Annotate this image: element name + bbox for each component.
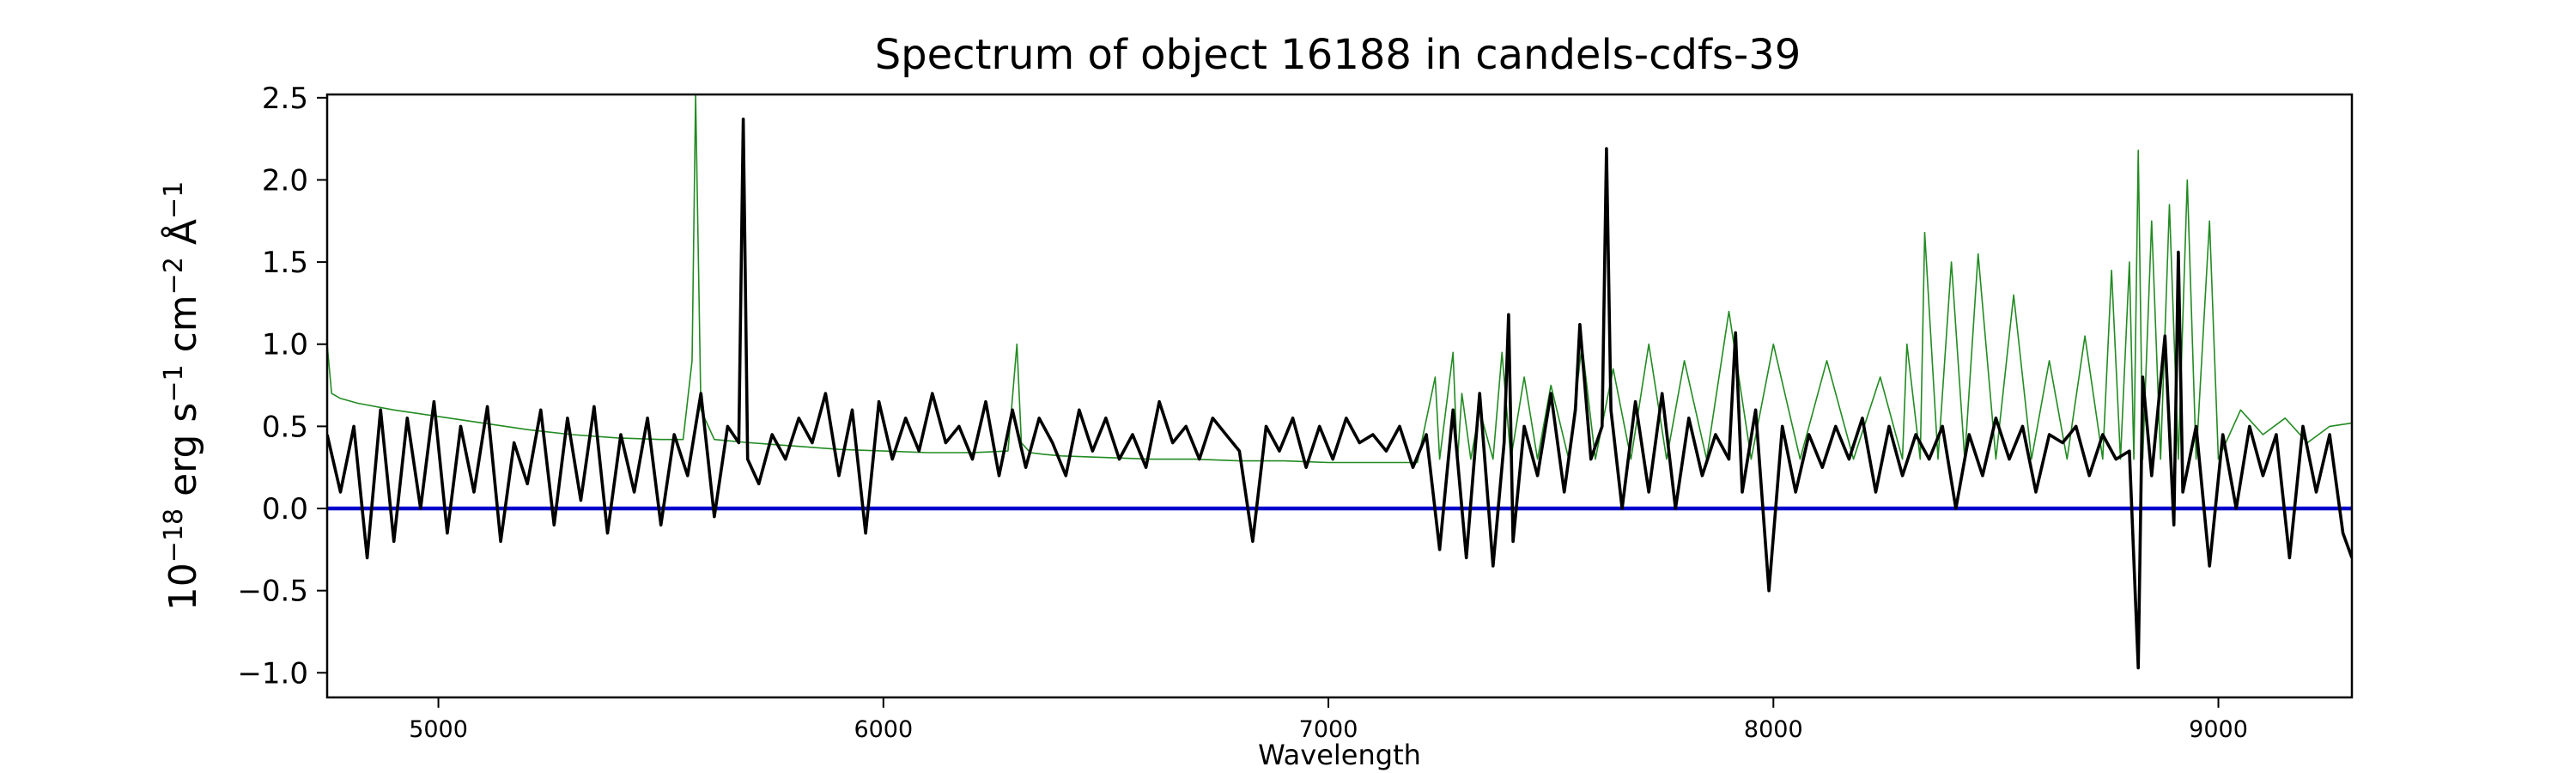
y-tick-label: −1.0 <box>237 656 308 691</box>
plot-frame <box>325 93 2354 699</box>
x-tick-label: 5000 <box>409 716 468 743</box>
series-group <box>327 94 2352 670</box>
y-tick-label: 2.5 <box>262 82 308 116</box>
y-axis-label: 10−18 erg s−1 cm−2 Å−1 <box>159 181 205 611</box>
x-tick-label: 8000 <box>1744 716 1803 743</box>
chart-title: Spectrum of object 16188 in candels-cdfs… <box>874 31 1801 79</box>
y-label-angstrom: Å <box>160 219 205 257</box>
y-label-angstrom-exponent: −1 <box>159 181 189 219</box>
y-tick-label: 0.0 <box>262 492 308 526</box>
x-axis: 5000 6000 7000 8000 9000 <box>409 697 2248 743</box>
y-label-erg-s: erg s <box>161 403 205 508</box>
x-tick-label: 9000 <box>2189 716 2248 743</box>
y-tick-label: 2.0 <box>262 163 308 198</box>
y-axis: −1.0 −0.5 0.0 0.5 1.0 1.5 2.0 2.5 <box>237 82 327 691</box>
y-label-s-exponent: −1 <box>159 364 189 402</box>
error-series-line <box>327 94 2352 464</box>
y-tick-label: 1.5 <box>262 246 308 280</box>
flux-series-line <box>327 117 2352 670</box>
y-label-cm: cm <box>161 295 205 364</box>
x-axis-label: Wavelength <box>1258 739 1421 771</box>
x-tick-label: 7000 <box>1299 716 1358 743</box>
y-label-base: 10 <box>161 563 205 611</box>
y-tick-label: 1.0 <box>262 328 308 362</box>
y-tick-label: −0.5 <box>237 575 308 609</box>
x-tick-label: 6000 <box>854 716 913 743</box>
y-tick-label: 0.5 <box>262 410 308 444</box>
y-label-cm-exponent: −2 <box>159 257 189 295</box>
y-label-base-exponent: −18 <box>159 508 189 563</box>
